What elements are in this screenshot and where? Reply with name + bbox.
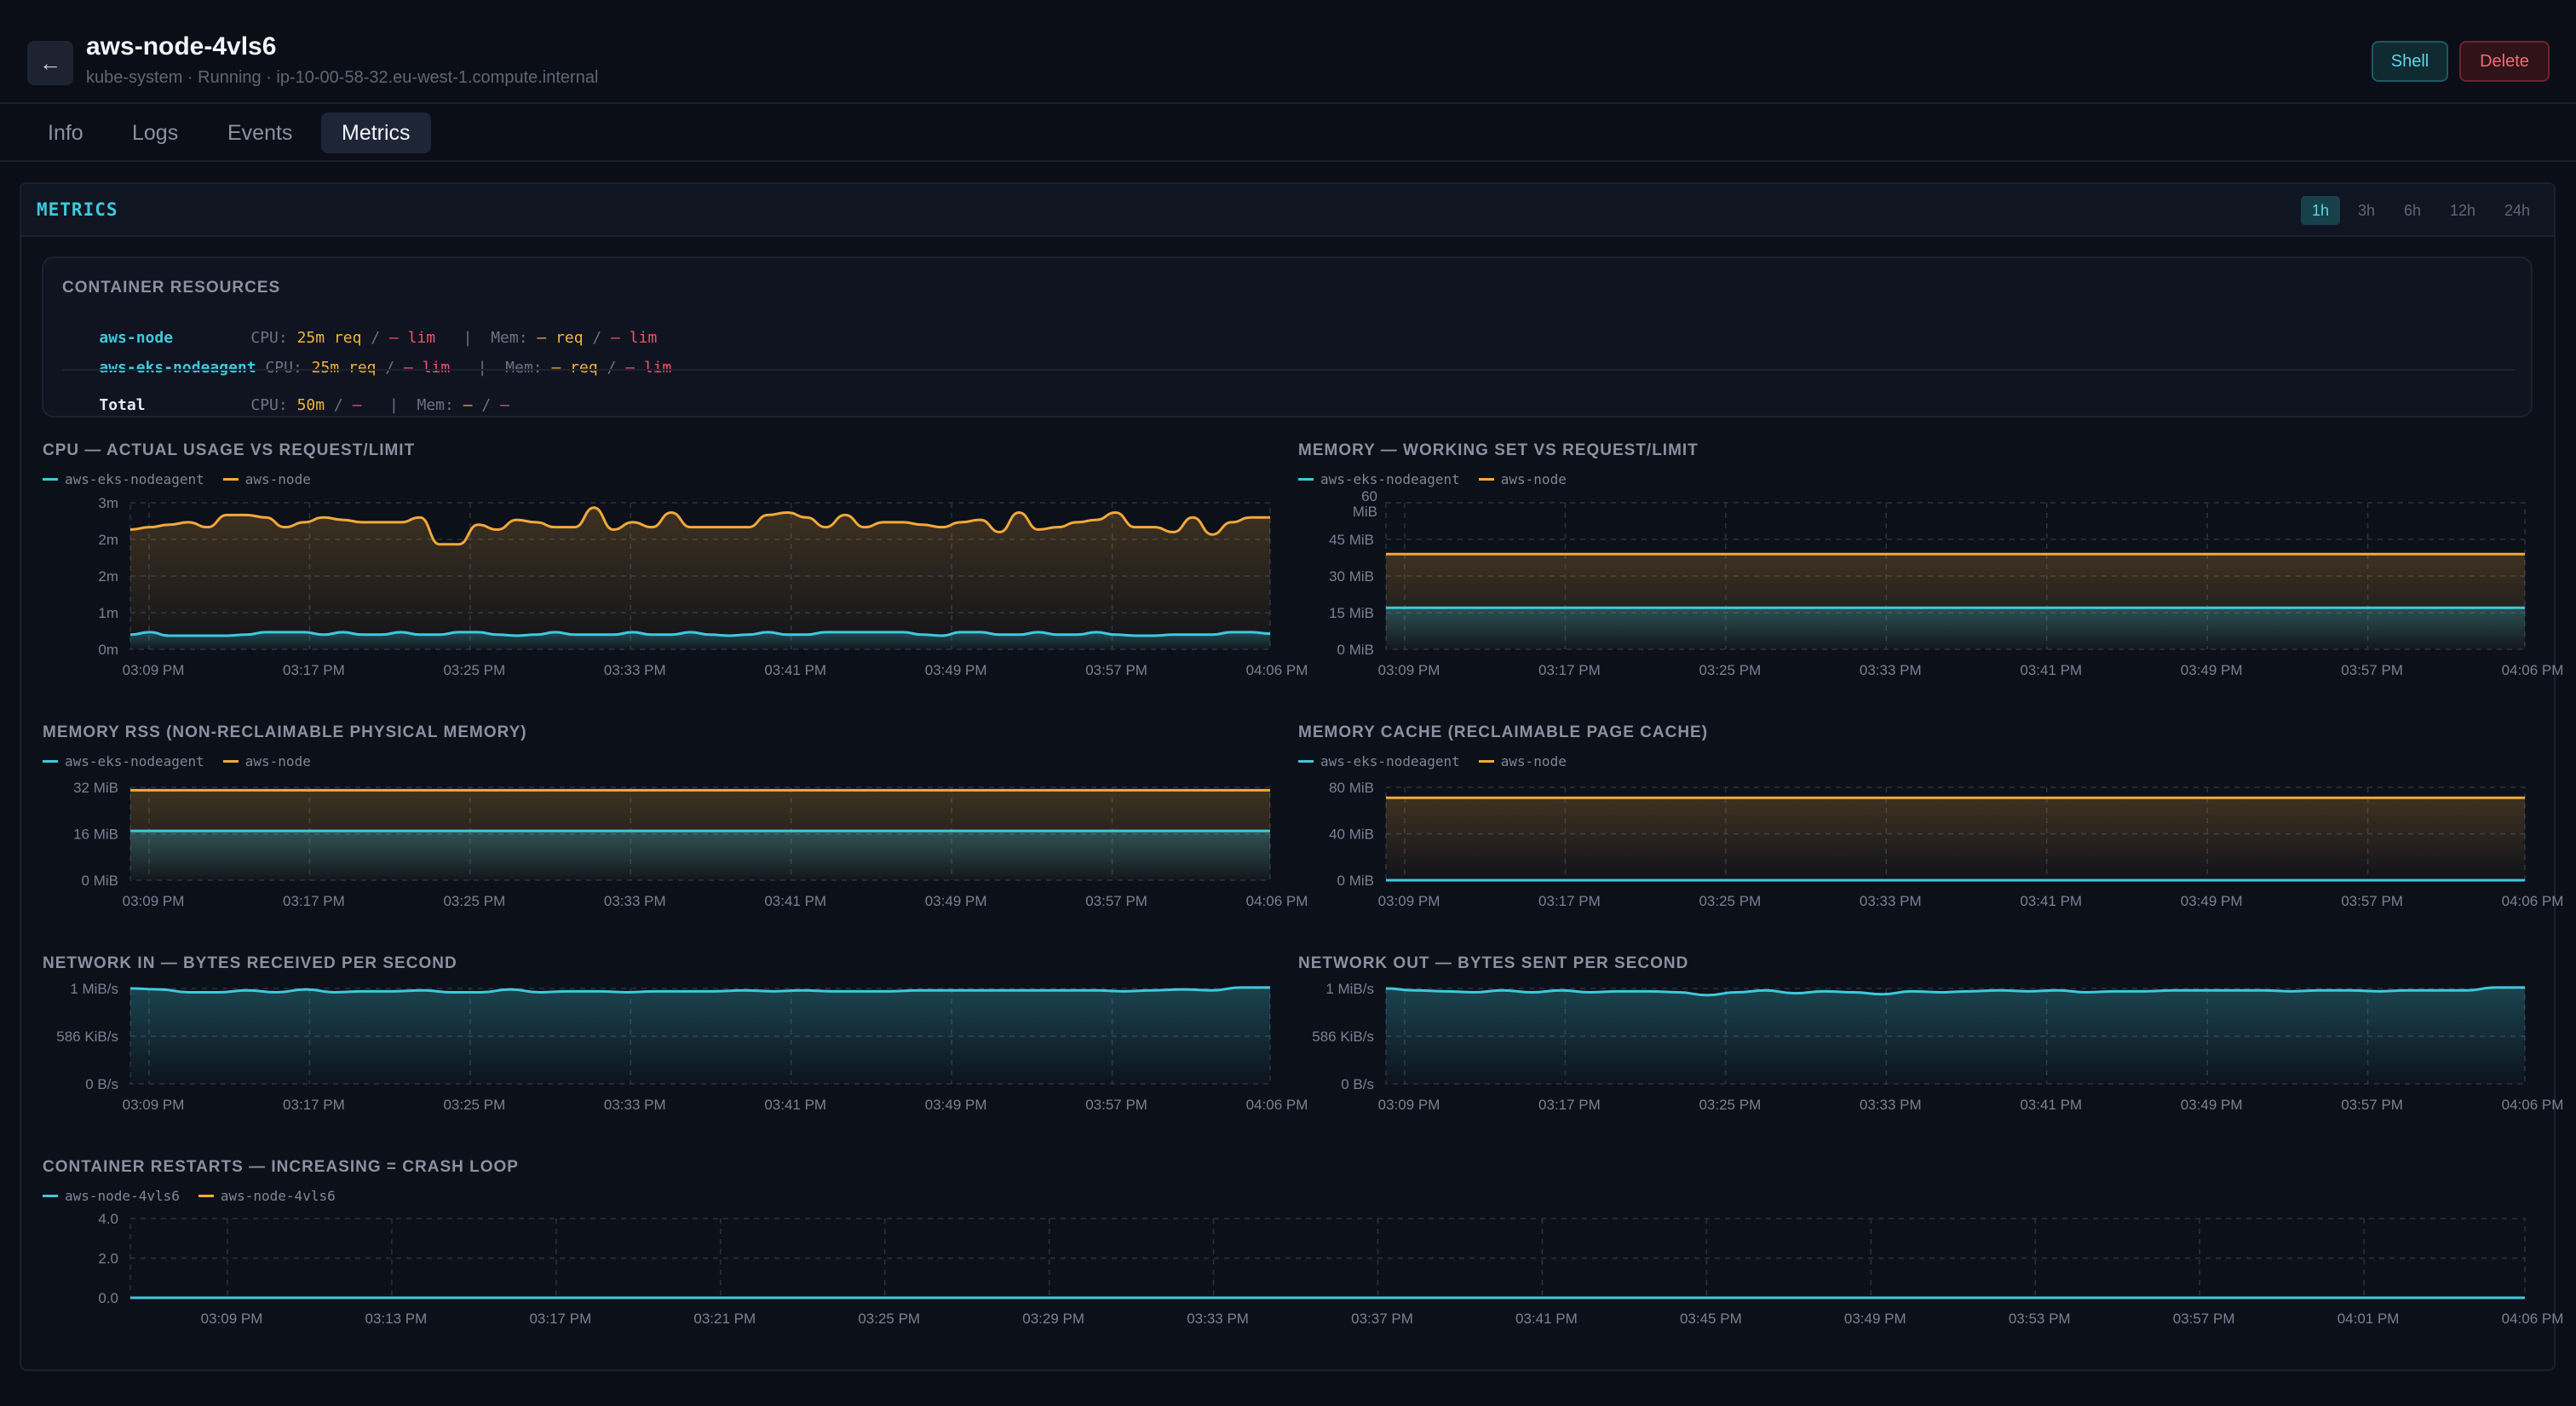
- pipe: |: [477, 359, 487, 377]
- legend-swatch: [1478, 478, 1494, 481]
- legend-swatch: [1298, 760, 1314, 763]
- container-resources-title: CONTAINER RESOURCES: [62, 279, 281, 297]
- legend-swatch: [222, 760, 239, 763]
- mem-limit: —: [500, 396, 509, 414]
- legend-label: aws-eks-nodeagent: [65, 753, 204, 769]
- chart-legend: aws-eks-nodeagent aws-node: [43, 753, 330, 769]
- legend-swatch: [222, 478, 239, 481]
- cpu-request: 50m: [296, 396, 325, 414]
- cpu-request: 25m req: [296, 329, 362, 347]
- legend-swatch: [43, 1195, 58, 1197]
- separator: /: [385, 359, 395, 377]
- tab-bar: Info Logs Events Metrics: [0, 106, 2576, 162]
- legend-label: aws-node: [1500, 471, 1567, 487]
- separator: /: [607, 359, 617, 377]
- mem-request: — req: [537, 329, 584, 347]
- legend-swatch: [43, 760, 58, 763]
- resource-row: aws-node CPU: 25m req / — lim | Mem: — re…: [62, 311, 657, 365]
- chart-title: MEMORY CACHE (RECLAIMABLE PAGE CACHE): [1298, 723, 1709, 741]
- pod-header: ← aws-node-4vls6 kube-system · Running ·…: [0, 15, 2576, 104]
- range-3h[interactable]: 3h: [2357, 201, 2376, 219]
- separator: /: [592, 329, 602, 347]
- cpu-request: 25m req: [311, 359, 377, 377]
- legend-item[interactable]: aws-eks-nodeagent: [43, 471, 204, 487]
- tab-metrics[interactable]: Metrics: [321, 112, 431, 153]
- legend-item[interactable]: aws-eks-nodeagent: [43, 753, 204, 769]
- legend-label: aws-eks-nodeagent: [1320, 471, 1460, 487]
- page-title: aws-node-4vls6: [86, 32, 277, 61]
- total-label: Total: [99, 396, 146, 414]
- container-name: aws-node: [99, 329, 174, 347]
- mem-limit: — lim: [625, 359, 672, 377]
- separator: /: [333, 396, 343, 414]
- cpu-label: CPU:: [250, 396, 288, 414]
- legend-item[interactable]: aws-node: [1478, 471, 1567, 487]
- range-24h[interactable]: 24h: [2504, 201, 2531, 219]
- legend-label: aws-eks-nodeagent: [1320, 753, 1460, 769]
- metrics-panel-header: METRICS 1h 3h 6h 12h 24h: [21, 184, 2554, 237]
- chart-title: CPU — ACTUAL USAGE VS REQUEST/LIMIT: [43, 441, 416, 459]
- legend-swatch: [1298, 478, 1314, 481]
- cpu-limit: —: [352, 396, 362, 414]
- legend-label: aws-node: [1500, 753, 1567, 769]
- pod-subtitle: kube-system · Running · ip-10-00-58-32.e…: [86, 68, 599, 87]
- separator: /: [481, 396, 492, 414]
- legend-swatch: [1478, 760, 1494, 763]
- mem-label: Mem:: [417, 396, 454, 414]
- legend-swatch: [198, 1195, 214, 1197]
- range-12h[interactable]: 12h: [2449, 201, 2476, 219]
- chart-title: MEMORY — WORKING SET VS REQUEST/LIMIT: [1298, 441, 1699, 459]
- legend-label: aws-node-4vls6: [65, 1188, 180, 1204]
- legend-label: aws-node: [244, 471, 311, 487]
- delete-button[interactable]: Delete: [2459, 41, 2550, 82]
- cpu-label: CPU:: [265, 359, 302, 377]
- legend-label: aws-node: [244, 753, 311, 769]
- tab-info[interactable]: Info: [48, 120, 83, 145]
- chart-title: MEMORY RSS (NON-RECLAIMABLE PHYSICAL MEM…: [43, 723, 527, 741]
- range-6h[interactable]: 6h: [2403, 201, 2422, 219]
- legend-item[interactable]: aws-node-4vls6: [198, 1188, 336, 1204]
- back-button[interactable]: ←: [27, 41, 73, 85]
- resource-total-row: Total CPU: 50m / — | Mem: — / —: [62, 378, 509, 432]
- cpu-limit: — lim: [404, 359, 451, 377]
- divider: [62, 369, 2516, 371]
- legend-item[interactable]: aws-node: [222, 471, 311, 487]
- cpu-limit: — lim: [388, 329, 436, 347]
- pipe: |: [388, 396, 399, 414]
- shell-button[interactable]: Shell: [2372, 41, 2448, 82]
- mem-request: — req: [551, 359, 598, 377]
- chart-title: NETWORK IN — BYTES RECEIVED PER SECOND: [43, 954, 457, 972]
- chart-legend: aws-node-4vls6 aws-node-4vls6: [43, 1188, 354, 1204]
- arrow-left-icon: ←: [39, 49, 61, 76]
- legend-item[interactable]: aws-eks-nodeagent: [1298, 471, 1460, 487]
- legend-label: aws-eks-nodeagent: [65, 471, 204, 487]
- mem-request: —: [463, 396, 473, 414]
- chart-title: NETWORK OUT — BYTES SENT PER SECOND: [1298, 954, 1689, 972]
- resource-row: aws-eks-nodeagent CPU: 25m req / — lim |…: [62, 341, 671, 395]
- legend-item[interactable]: aws-node: [222, 753, 311, 769]
- chart-legend: aws-eks-nodeagent aws-node: [43, 471, 330, 487]
- legend-label: aws-node-4vls6: [220, 1188, 336, 1204]
- chart-legend: aws-eks-nodeagent aws-node: [1298, 471, 1585, 487]
- legend-item[interactable]: aws-node: [1478, 753, 1567, 769]
- container-name: aws-eks-nodeagent: [99, 359, 256, 377]
- cpu-label: CPU:: [250, 329, 288, 347]
- tab-logs[interactable]: Logs: [132, 120, 179, 145]
- legend-item[interactable]: aws-node-4vls6: [43, 1188, 180, 1204]
- legend-swatch: [43, 478, 58, 481]
- chart-legend: aws-eks-nodeagent aws-node: [1298, 753, 1585, 769]
- metrics-title: METRICS: [37, 199, 118, 220]
- chart-title: CONTAINER RESTARTS — INCREASING = CRASH …: [43, 1158, 519, 1176]
- mem-label: Mem:: [505, 359, 543, 377]
- range-1h[interactable]: 1h: [2301, 196, 2340, 225]
- mem-label: Mem:: [491, 329, 528, 347]
- mem-limit: — lim: [611, 329, 658, 347]
- tab-events[interactable]: Events: [227, 120, 293, 145]
- pipe: |: [463, 329, 473, 347]
- legend-item[interactable]: aws-eks-nodeagent: [1298, 753, 1460, 769]
- container-resources: CONTAINER RESOURCES aws-node CPU: 25m req…: [42, 256, 2533, 418]
- separator: /: [371, 329, 381, 347]
